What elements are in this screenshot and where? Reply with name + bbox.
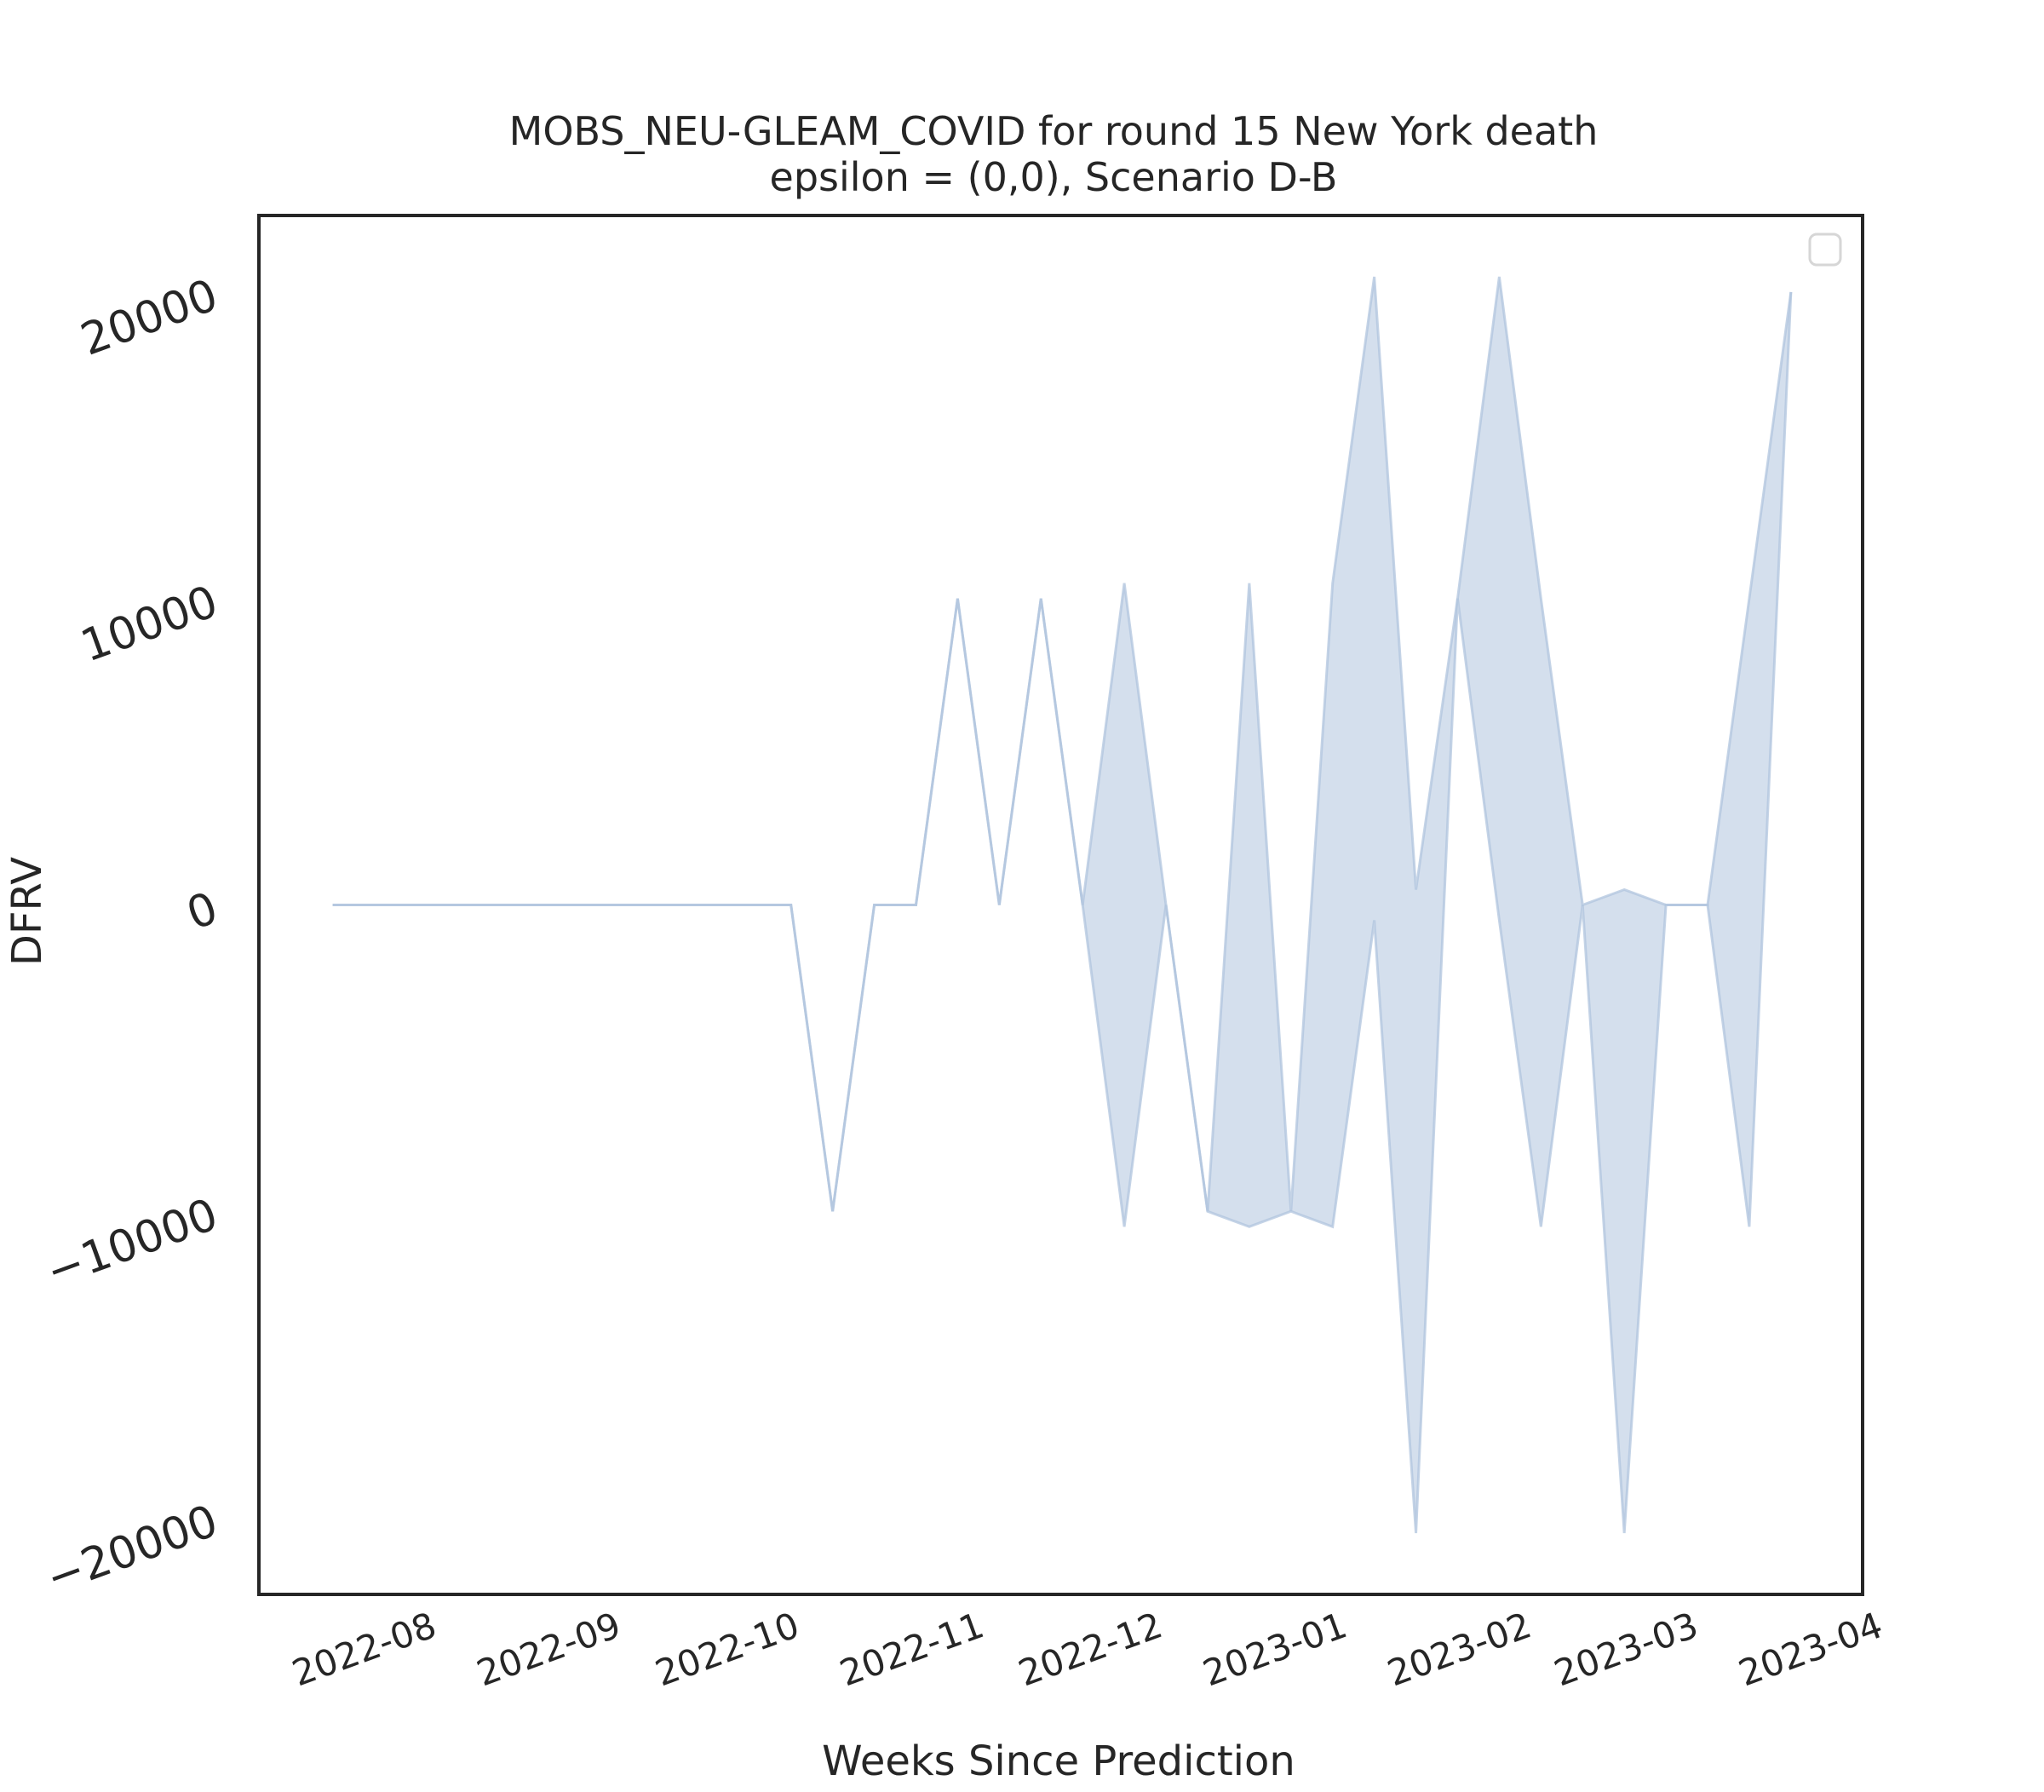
y-axis-label: DFRV [3, 857, 51, 966]
plot-frame [257, 214, 1864, 1596]
y-tick-label: 10000 [74, 577, 224, 673]
band-edge [332, 291, 1793, 1534]
y-tick-label: −20000 [40, 1496, 225, 1605]
x-tick-label: 2022-10 [650, 1604, 805, 1694]
x-tick-label: 2023-03 [1548, 1604, 1703, 1694]
x-tick-label: 2022-08 [287, 1604, 442, 1694]
y-tick-label: 0 [181, 882, 225, 940]
x-tick-label: 2023-02 [1382, 1604, 1537, 1694]
x-tick-label: 2022-12 [1013, 1604, 1168, 1694]
x-tick-label: 2022-11 [835, 1604, 990, 1694]
x-tick-label: 2022-09 [471, 1604, 626, 1694]
chart-title: MOBS_NEU-GLEAM_COVID for round 15 New Yo… [509, 108, 1599, 154]
y-tick-label: −10000 [40, 1189, 225, 1298]
y-tick-label: 20000 [74, 270, 224, 366]
chart-subtitle: epsilon = (0,0), Scenario D-B [770, 154, 1338, 200]
band-fill [332, 276, 1791, 1534]
x-tick-label: 2023-01 [1197, 1604, 1352, 1694]
x-tick-label: 2023-04 [1733, 1604, 1888, 1694]
x-axis-label: Weeks Since Prediction [822, 1737, 1295, 1785]
legend-box [1808, 233, 1842, 267]
